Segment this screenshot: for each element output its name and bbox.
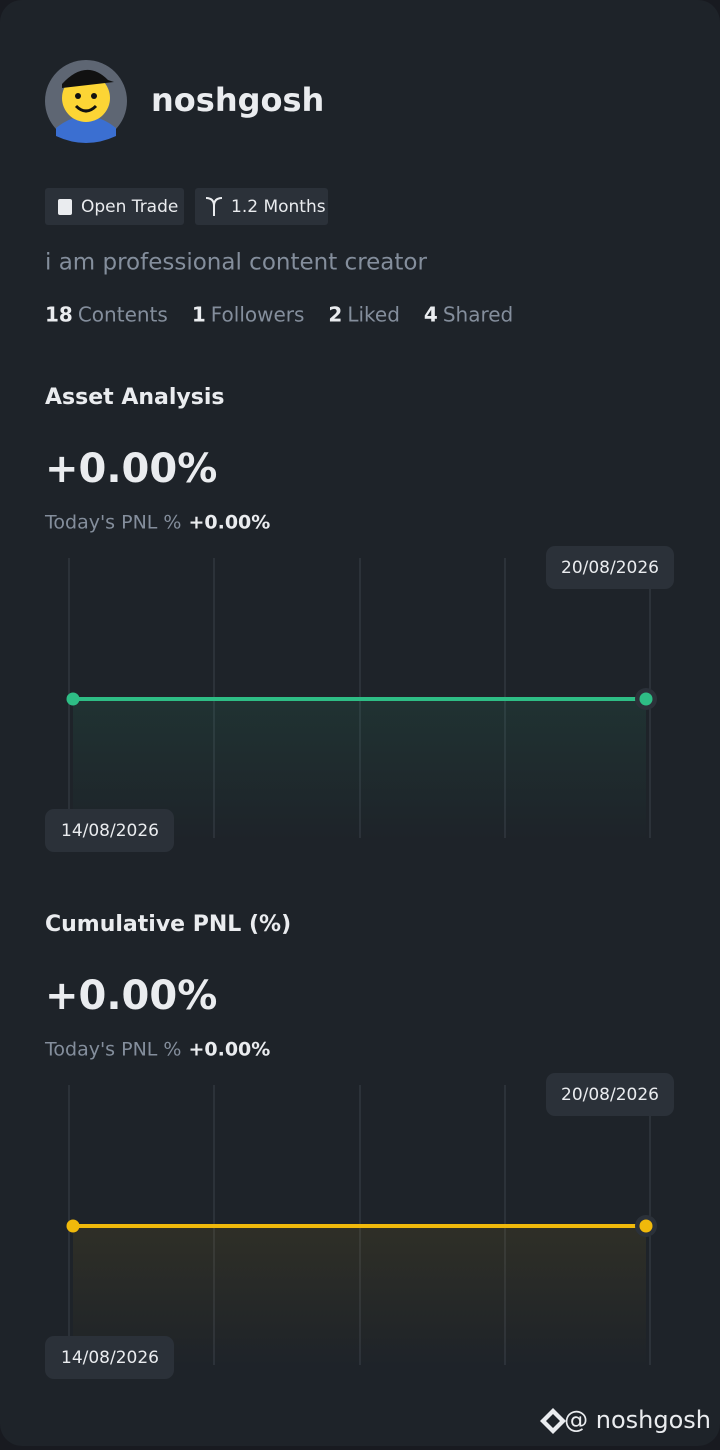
watermark: @ noshgosh xyxy=(540,1406,711,1434)
section-title: Asset Analysis xyxy=(45,385,224,410)
start-date: 14/08/2026 xyxy=(61,1348,159,1368)
stat-value: 2 xyxy=(328,303,342,327)
dot xyxy=(66,692,80,706)
date-bg xyxy=(546,546,674,589)
tag: Open Trade xyxy=(81,197,178,217)
end-date: 20/08/2026 xyxy=(561,1085,659,1105)
stat-value: 18 xyxy=(45,303,73,327)
tag-icon xyxy=(58,199,72,215)
tag-icon xyxy=(205,197,223,216)
avatar xyxy=(45,60,127,143)
stat-label: Liked xyxy=(347,303,400,327)
watermark-text: @ noshgosh xyxy=(564,1406,711,1434)
area xyxy=(73,1226,646,1367)
stats: 18 Contents 1 Followers 2 Liked 4 Shared xyxy=(45,303,513,327)
section-value: +0.00% xyxy=(45,446,217,492)
tag: 1.2 Months xyxy=(231,197,326,217)
end-date: 20/08/2026 xyxy=(561,558,659,578)
username: noshgosh xyxy=(151,81,324,119)
section-value: +0.00% xyxy=(45,973,217,1019)
stat-value: 1 xyxy=(192,303,206,327)
pnl-label: Today's PNL % xyxy=(44,512,181,534)
tag-bg xyxy=(45,188,184,225)
date-bg xyxy=(45,809,174,852)
dot xyxy=(66,1219,80,1233)
pnl-value: +0.00% xyxy=(188,512,270,534)
stat-label: Contents xyxy=(78,303,168,327)
section-title: Cumulative PNL (%) xyxy=(45,912,291,937)
date-bg xyxy=(546,1073,674,1116)
dot xyxy=(639,1219,653,1233)
pnl-label: Today's PNL % xyxy=(44,1039,181,1061)
tag-bg xyxy=(195,188,328,225)
stat-label: Followers xyxy=(211,303,305,327)
stat-label: Shared xyxy=(443,303,513,327)
date-bg xyxy=(45,1336,174,1379)
dot xyxy=(639,692,653,706)
start-date: 14/08/2026 xyxy=(61,821,159,841)
bio: i am professional content creator xyxy=(45,250,427,276)
pnl-value: +0.00% xyxy=(188,1039,270,1061)
stat-value: 4 xyxy=(424,303,438,327)
area xyxy=(73,699,646,840)
